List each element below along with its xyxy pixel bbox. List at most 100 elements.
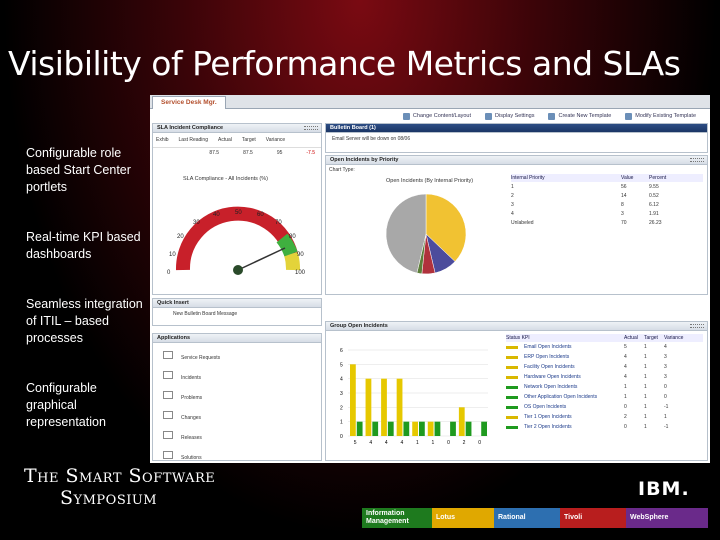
kpi-value: 3	[664, 374, 667, 380]
app-link-incidents[interactable]: Incidents	[163, 368, 220, 388]
bar-os-target	[450, 421, 456, 436]
kpi-link[interactable]: Email Open Incidents	[524, 344, 572, 350]
kpi-value: 1	[644, 394, 647, 400]
status-indicator-icon	[506, 355, 518, 359]
kpi-link[interactable]: Hardware Open Incidents	[524, 374, 581, 380]
status-indicator-icon	[506, 395, 518, 399]
modify-template-button[interactable]: Modify Existing Template	[625, 112, 696, 120]
kpi-value: 4	[664, 344, 667, 350]
sla-portlet: SLA Incident Compliance Exhib Last Readin…	[152, 123, 322, 295]
gauge-tick: 90	[297, 252, 304, 258]
settings-icon	[485, 112, 493, 120]
app-link-solutions[interactable]: Solutions	[163, 448, 220, 463]
kpi-link[interactable]: Tier 2 Open Incidents	[524, 424, 572, 430]
bar-other-app-target	[434, 421, 441, 436]
kpi-value: 1	[664, 414, 667, 420]
kpi-value: 1	[624, 384, 627, 390]
quick-insert-link[interactable]: New Bulletin Board Message	[173, 311, 238, 317]
brand-bar: Information Management Lotus Rational Ti…	[362, 508, 708, 528]
kpi-value: 0	[624, 404, 627, 410]
bullet-item: Configurable role based Start Center por…	[26, 146, 131, 194]
kpi-value: 4	[624, 374, 627, 380]
compliance-gauge: 0 10 20 30 40 50 60 70 80 90 100	[167, 206, 306, 276]
table-row: OS Open Incidents 0 1 -1	[506, 403, 703, 411]
bar-other-app-actual	[427, 421, 434, 436]
gauge-tick: 20	[177, 234, 184, 240]
tab-service-desk[interactable]: Service Desk Mgr.	[152, 96, 226, 109]
priority-portlet: Open Incidents by Priority Chart Type: O…	[325, 155, 708, 295]
bar-erp-actual	[365, 378, 372, 436]
kpi-link[interactable]: ERP Open Incidents	[524, 354, 570, 360]
problem-icon	[163, 391, 173, 399]
kpi-link[interactable]: Other Application Open Incidents	[524, 394, 598, 400]
quick-insert-header: Quick Insert	[153, 299, 321, 308]
bullet-item: Real-time KPI based dashboards	[26, 230, 141, 261]
group-incidents-header: Group Open Incidents	[326, 322, 707, 331]
change-icon	[163, 411, 173, 419]
kpi-value: 0	[624, 424, 627, 430]
x-tick-label: 0	[478, 440, 481, 446]
bulletin-header: Bulletin Board (1)	[326, 124, 707, 133]
kpi-value: 1	[644, 344, 647, 350]
kpi-value: 3	[664, 354, 667, 360]
gauge-red-band	[175, 206, 298, 271]
x-tick-label: 2	[463, 440, 466, 446]
app-link-problems[interactable]: Problems	[163, 388, 220, 408]
template-icon	[548, 112, 556, 120]
y-tick-label: 0	[340, 434, 343, 440]
bar-tier-1-actual	[458, 407, 465, 436]
display-settings-button[interactable]: Display Settings	[485, 112, 534, 120]
table-row: Email Open Incidents 5 1 4	[506, 343, 703, 351]
y-tick-label: 5	[340, 362, 343, 368]
app-link-changes[interactable]: Changes	[163, 408, 220, 428]
x-tick-label: 1	[432, 440, 435, 446]
table-row: 3 8 6.12	[511, 202, 659, 208]
status-indicator-icon	[506, 375, 518, 379]
kpi-value: 4	[624, 354, 627, 360]
kpi-link[interactable]: OS Open Incidents	[524, 404, 567, 410]
pie-slice-1	[425, 193, 467, 262]
table-row: Tier 2 Open Incidents 0 1 -1	[506, 423, 703, 431]
bullet-item: Configurable graphical representation	[26, 381, 106, 429]
kpi-value: 1	[644, 424, 647, 430]
gauge-tick: 60	[257, 212, 264, 218]
gauge-tick: 100	[295, 270, 306, 276]
bar-facility-target	[387, 421, 394, 436]
table-row: Hardware Open Incidents 4 1 3	[506, 373, 703, 381]
portlet-controls-icon[interactable]	[690, 324, 704, 328]
y-tick-label: 4	[340, 377, 343, 383]
ibm-logo: IBM.	[638, 478, 690, 500]
kpi-link[interactable]: Network Open Incidents	[524, 384, 578, 390]
sla-data-row: 87.5 87.5 95 -7.5	[209, 150, 315, 156]
gauge-needle	[237, 247, 286, 271]
app-link-service-requests[interactable]: Service Requests	[163, 348, 220, 368]
bulletin-item[interactable]: Email Server will be down on 08/06	[332, 136, 411, 142]
change-layout-button[interactable]: Change Content/Layout	[402, 112, 471, 120]
group-incidents-table: Status KPI Actual Target Variance Email Ope…	[506, 334, 703, 458]
kpi-link[interactable]: Tier 1 Open Incidents	[524, 414, 572, 420]
applications-portlet: Applications Service Requests Incidents …	[152, 333, 322, 461]
kpi-link[interactable]: Facility Open Incidents	[524, 364, 575, 370]
status-indicator-icon	[506, 405, 518, 409]
table-row: Other Application Open Incidents 1 1 0	[506, 393, 703, 401]
table-row: ERP Open Incidents 4 1 3	[506, 353, 703, 361]
priority-header: Open Incidents by Priority	[326, 156, 707, 165]
bar-email-target	[356, 421, 363, 436]
y-tick-label: 2	[340, 405, 343, 411]
x-tick-label: 4	[400, 440, 403, 446]
gauge-tick: 80	[289, 234, 296, 240]
bar-email-actual	[350, 364, 356, 436]
edit-icon	[625, 112, 633, 120]
tab-bar: Service Desk Mgr.	[150, 95, 710, 109]
applications-header: Applications	[153, 334, 321, 343]
portlet-controls-icon[interactable]	[690, 158, 704, 162]
app-link-releases[interactable]: Releases	[163, 428, 220, 448]
table-row: Tier 1 Open Incidents 2 1 1	[506, 413, 703, 421]
portlet-controls-icon[interactable]	[304, 126, 318, 130]
create-template-button[interactable]: Create New Template	[548, 112, 611, 120]
gauge-tick: 50	[235, 210, 242, 216]
status-indicator-icon	[506, 365, 518, 369]
kpi-value: 1	[644, 374, 647, 380]
brand-tivoli: Tivoli	[560, 508, 626, 528]
